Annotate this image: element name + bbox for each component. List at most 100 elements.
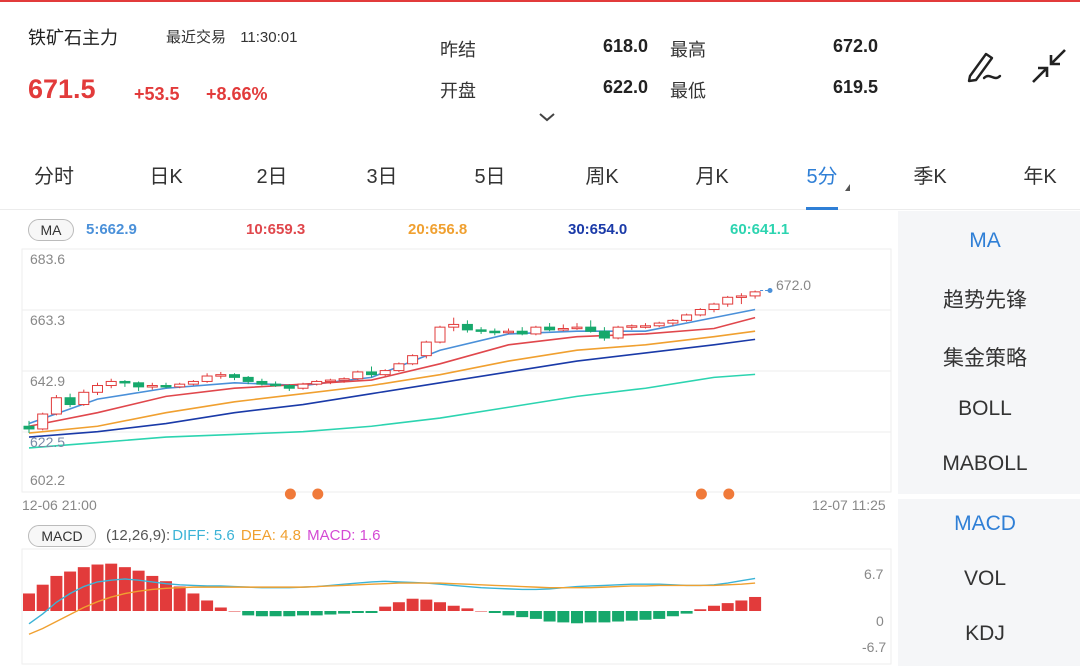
trade-time: 11:30:01 [240,29,298,46]
prev-settle-value: 618.0 [602,36,648,56]
macd-bar-negative [338,611,351,614]
macd-bar-positive [461,608,474,611]
signal-marker [312,488,324,500]
candle-down [585,326,597,332]
macd-bar-positive [64,571,77,611]
macd-lines [28,577,756,635]
last-price: 671.5 [28,74,96,104]
macd-value: MACD: 1.6 [307,527,381,544]
macd-bar-negative [639,611,652,620]
low-label: 最低 [670,81,706,101]
price-change: +53.5 [134,84,180,104]
candle-up [201,375,213,382]
candle-up [749,291,761,297]
macd-bar-positive [91,564,104,611]
tab-3day[interactable]: 3日 [366,166,398,188]
ma-indicator-badge[interactable]: MA [28,219,74,241]
ma10-line [28,316,756,428]
candle-up [352,371,364,380]
macd-dea-value: DEA: 4.8 [240,527,301,544]
indicator-kdj[interactable]: KDJ [965,622,1005,645]
macd-bar-positive [23,593,35,611]
tab-weekly[interactable]: 周K [585,166,619,188]
indicator-panel: MA 趋势先锋 集金策略 BOLL MABOLL MACD VOL KDJ [898,211,1080,666]
open-label: 开盘 [440,81,476,101]
candle-down [256,380,268,385]
time-end: 12-07 11:25 [812,497,886,513]
macd-bar-negative [242,611,255,616]
macd-bar-positive [447,605,460,611]
candle-down [489,330,501,334]
macd-bar-positive [228,611,241,612]
tab-5min[interactable]: 5分 [806,166,838,188]
tab-5day[interactable]: 5日 [474,166,506,188]
ma30-line [28,338,756,438]
candle-up [708,303,720,310]
tab-yearly[interactable]: 年K [1023,166,1057,188]
macd-bar-positive [420,599,433,611]
macd-bar-positive [694,609,707,611]
high-value: 672.0 [832,36,878,56]
indicator-maboll[interactable]: MABOLL [942,452,1028,475]
last-trade-info: 最近交易 11:30:01 [166,26,307,47]
kline-chart[interactable] [0,0,898,666]
candle-up [92,385,103,393]
tab-intraday[interactable]: 分时 [34,166,74,188]
signal-marker [695,488,707,500]
price-tick-overlap: 622.5 [30,434,66,450]
macd-bar-negative [488,611,501,613]
indicator-boll[interactable]: BOLL [958,397,1012,420]
ma5-value: 5:662.9 [86,221,137,238]
indicator-macd[interactable]: MACD [954,512,1016,535]
macd-panel-frame [21,548,892,665]
chevron-down-icon[interactable] [537,110,557,124]
price-tick-top: 683.6 [30,251,66,267]
collapse-icon[interactable] [1029,46,1069,86]
macd-indicator-badge[interactable]: MACD [28,525,96,547]
candles [23,287,773,434]
top-accent-line [0,0,1080,2]
macd-bar-negative [557,611,570,623]
candle-up [722,296,734,305]
indicator-trend-pioneer[interactable]: 趋势先锋 [943,289,1027,312]
candle-up [530,326,542,335]
ma10-value: 10:659.3 [246,221,306,238]
candle-up [37,413,49,430]
indicator-vol[interactable]: VOL [963,567,1007,590]
macd-bar-negative [543,611,556,622]
tab-daily[interactable]: 日K [149,166,183,188]
tab-2day[interactable]: 2日 [256,166,288,188]
candle-up [653,322,665,327]
macd-bar-positive [105,563,118,611]
macd-bar-negative [666,611,679,617]
indicator-ma[interactable]: MA [969,229,1001,252]
macd-bar-negative [310,611,323,616]
time-start: 12-06 21:00 [22,497,97,513]
candle-down [64,397,76,406]
signal-marker [284,488,296,500]
tab-quarterly[interactable]: 季K [913,166,947,188]
tab-dropdown-icon[interactable] [845,184,850,191]
macd-bar-positive [77,567,90,611]
candle-up [448,323,460,328]
macd-dea-line [28,582,756,635]
indicator-fund-strategy[interactable]: 集金策略 [943,347,1027,370]
candle-up [105,380,117,387]
prev-settle-label: 昨结 [440,40,476,60]
draw-pen-icon[interactable] [964,46,1004,86]
macd-bar-positive [379,606,392,611]
ma60-value: 60:641.1 [730,221,790,238]
price-tick: 663.3 [30,312,66,328]
macd-bar-negative [365,611,378,613]
macd-bar-positive [392,602,405,611]
macd-bar-negative [584,611,597,623]
macd-histogram [23,563,762,624]
tab-monthly[interactable]: 月K [695,166,729,188]
recent-label: 最近交易 [166,29,227,46]
candle-up [393,363,405,372]
macd-bar-negative [297,611,309,616]
candle-up [174,383,186,388]
instrument-title: 铁矿石主力 [28,28,118,48]
candle-up [503,330,514,334]
price-tick-bottom: 602.2 [30,472,66,488]
